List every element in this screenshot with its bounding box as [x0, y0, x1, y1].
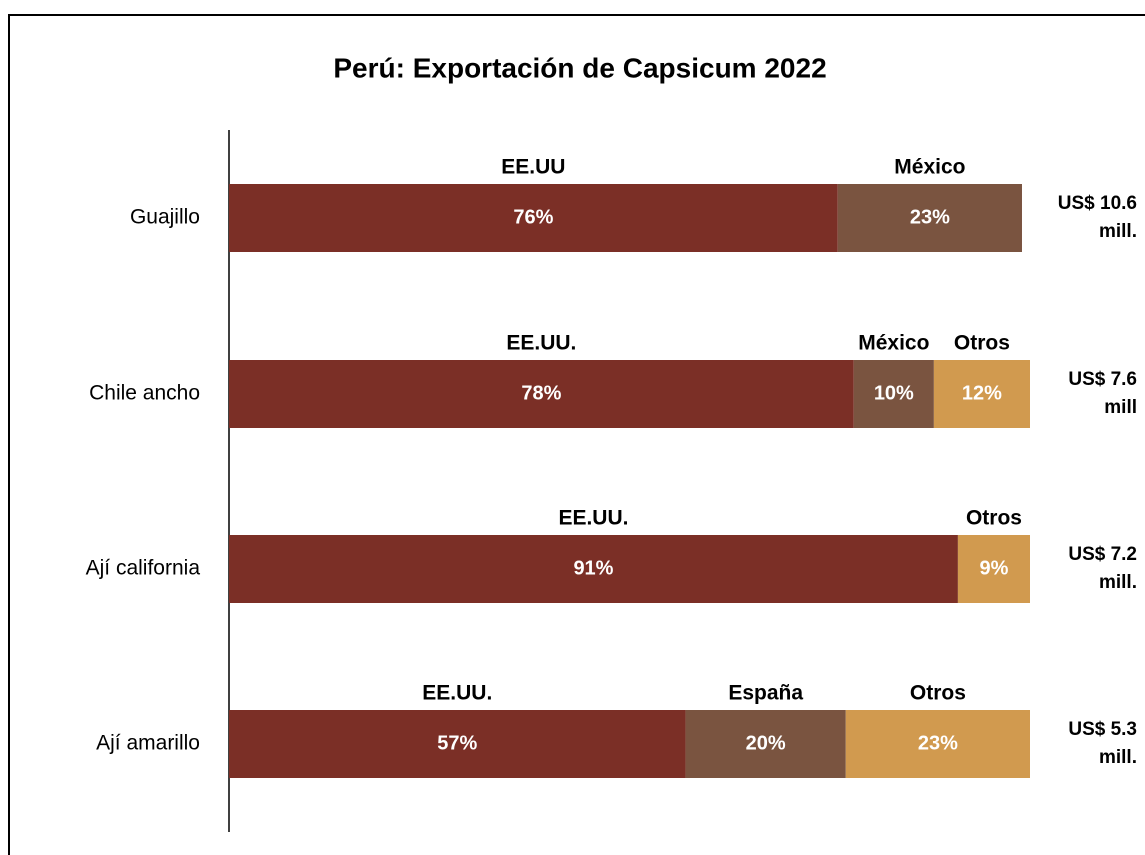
- total-label-line: US$ 7.6: [1068, 369, 1137, 390]
- value-label: 91%: [573, 557, 613, 579]
- total-label: US$ 10.6 mill.: [1058, 193, 1137, 242]
- bar-segment: [853, 360, 934, 428]
- segment-name: EE.UU: [501, 156, 565, 179]
- segment-name: México: [858, 332, 929, 355]
- total-label-line: mill.: [1099, 572, 1137, 593]
- total-label: US$ 7.2 mill.: [1068, 544, 1137, 593]
- value-label: 78%: [521, 382, 561, 404]
- segment-name: España: [728, 682, 803, 705]
- bar-segment: [229, 710, 686, 778]
- bar-segment: [685, 710, 846, 778]
- bar-segment: [845, 710, 1030, 778]
- value-label: 10%: [874, 382, 914, 404]
- total-label-line: mill: [1104, 397, 1137, 418]
- segment-name: México: [894, 156, 965, 179]
- value-label: 23%: [918, 732, 958, 754]
- value-label: 76%: [513, 206, 553, 228]
- total-label-line: mill.: [1099, 221, 1137, 242]
- value-label: 20%: [746, 732, 786, 754]
- category-label: Guajillo: [130, 206, 200, 229]
- bar-segment: [229, 535, 958, 603]
- total-label-line: US$ 7.2: [1068, 544, 1137, 565]
- chart-title: Perú: Exportación de Capsicum 2022: [333, 52, 826, 83]
- total-label-line: US$ 5.3: [1068, 719, 1137, 740]
- value-label: 9%: [980, 557, 1009, 579]
- segment-name: EE.UU.: [506, 332, 576, 355]
- total-label-line: US$ 10.6: [1058, 193, 1137, 214]
- total-label-line: mill.: [1099, 747, 1137, 768]
- total-label: US$ 7.6 mill: [1068, 369, 1137, 418]
- value-label: 23%: [910, 206, 950, 228]
- segment-name: Otros: [966, 507, 1022, 530]
- value-label: 57%: [437, 732, 477, 754]
- bar-segment: [229, 184, 838, 252]
- bar-segment: [229, 360, 854, 428]
- bar-segment: [837, 184, 1022, 252]
- category-label: Chile ancho: [89, 382, 200, 405]
- segment-name: EE.UU.: [558, 507, 628, 530]
- segment-name: Otros: [954, 332, 1010, 355]
- bar-segment: [957, 535, 1030, 603]
- category-label: Ají amarillo: [96, 732, 200, 755]
- segment-name: EE.UU.: [422, 682, 492, 705]
- bar-segment: [933, 360, 1030, 428]
- value-label: 12%: [962, 382, 1002, 404]
- category-label: Ají california: [86, 557, 201, 580]
- segment-name: Otros: [910, 682, 966, 705]
- total-label: US$ 5.3 mill.: [1068, 719, 1137, 768]
